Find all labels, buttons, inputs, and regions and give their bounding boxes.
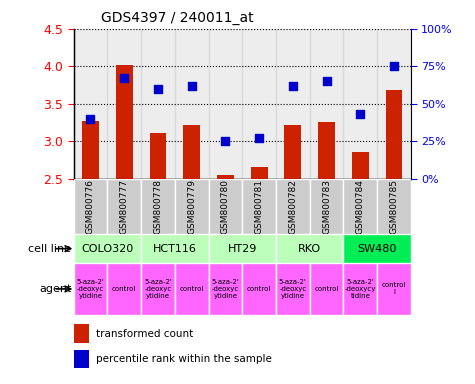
Bar: [276, 29, 310, 179]
Bar: [343, 29, 377, 179]
Bar: [141, 263, 175, 315]
Text: HT29: HT29: [228, 243, 257, 254]
Bar: [377, 263, 411, 315]
Bar: [74, 349, 89, 369]
Text: 5-aza-2'
-deoxycy
tidine: 5-aza-2' -deoxycy tidine: [344, 279, 376, 299]
Text: cell line: cell line: [28, 243, 71, 254]
Bar: [141, 234, 209, 263]
Bar: [150, 133, 166, 179]
Bar: [377, 179, 411, 234]
Bar: [217, 175, 234, 179]
Text: GSM800776: GSM800776: [86, 179, 95, 234]
Bar: [276, 263, 310, 315]
Point: [86, 116, 94, 122]
Text: 5-aza-2'
-deoxyc
ytidine: 5-aza-2' -deoxyc ytidine: [144, 279, 172, 299]
Bar: [343, 179, 377, 234]
Text: GSM800782: GSM800782: [288, 179, 297, 234]
Text: GSM800781: GSM800781: [255, 179, 264, 234]
Bar: [377, 29, 411, 179]
Bar: [107, 263, 141, 315]
Text: 5-aza-2'
-deoxyc
ytidine: 5-aza-2' -deoxyc ytidine: [76, 279, 104, 299]
Bar: [175, 263, 209, 315]
Bar: [209, 29, 242, 179]
Text: GSM800778: GSM800778: [153, 179, 162, 234]
Text: COLO320: COLO320: [81, 243, 133, 254]
Bar: [386, 90, 402, 179]
Text: 5-aza-2'
-deoxyc
ytidine: 5-aza-2' -deoxyc ytidine: [279, 279, 307, 299]
Point: [256, 135, 263, 141]
Text: GDS4397 / 240011_at: GDS4397 / 240011_at: [101, 11, 253, 25]
Bar: [74, 324, 89, 343]
Bar: [310, 263, 343, 315]
Bar: [318, 122, 335, 179]
Text: agent: agent: [39, 284, 71, 294]
Point: [390, 63, 398, 70]
Bar: [74, 29, 107, 179]
Bar: [107, 29, 141, 179]
Bar: [242, 29, 276, 179]
Bar: [209, 234, 276, 263]
Bar: [74, 179, 107, 234]
Text: control: control: [247, 286, 271, 292]
Text: GSM800779: GSM800779: [187, 179, 196, 234]
Bar: [251, 167, 267, 179]
Point: [188, 83, 196, 89]
Text: 5-aza-2'
-deoxyc
ytidine: 5-aza-2' -deoxyc ytidine: [211, 279, 239, 299]
Bar: [82, 121, 99, 179]
Bar: [242, 263, 276, 315]
Point: [356, 111, 364, 117]
Text: control: control: [112, 286, 136, 292]
Text: control: control: [314, 286, 339, 292]
Bar: [285, 125, 301, 179]
Bar: [310, 179, 343, 234]
Text: GSM800785: GSM800785: [390, 179, 399, 234]
Bar: [343, 234, 411, 263]
Text: RKO: RKO: [298, 243, 321, 254]
Point: [154, 86, 162, 92]
Text: transformed count: transformed count: [95, 328, 193, 339]
Text: GSM800780: GSM800780: [221, 179, 230, 234]
Bar: [276, 179, 310, 234]
Bar: [74, 263, 107, 315]
Text: control
l: control l: [382, 283, 406, 295]
Bar: [209, 179, 242, 234]
Text: GSM800783: GSM800783: [322, 179, 331, 234]
Text: SW480: SW480: [358, 243, 397, 254]
Bar: [242, 179, 276, 234]
Bar: [343, 263, 377, 315]
Text: percentile rank within the sample: percentile rank within the sample: [95, 354, 271, 364]
Text: GSM800784: GSM800784: [356, 179, 365, 234]
Bar: [175, 29, 209, 179]
Bar: [116, 66, 133, 179]
Bar: [276, 234, 343, 263]
Bar: [175, 179, 209, 234]
Bar: [74, 234, 141, 263]
Point: [121, 75, 128, 81]
Bar: [107, 179, 141, 234]
Bar: [209, 263, 242, 315]
Text: HCT116: HCT116: [153, 243, 197, 254]
Bar: [352, 152, 369, 179]
Bar: [141, 29, 175, 179]
Point: [323, 78, 331, 84]
Text: GSM800777: GSM800777: [120, 179, 129, 234]
Bar: [310, 29, 343, 179]
Text: control: control: [180, 286, 204, 292]
Point: [221, 138, 229, 144]
Point: [289, 83, 296, 89]
Bar: [141, 179, 175, 234]
Bar: [183, 126, 200, 179]
